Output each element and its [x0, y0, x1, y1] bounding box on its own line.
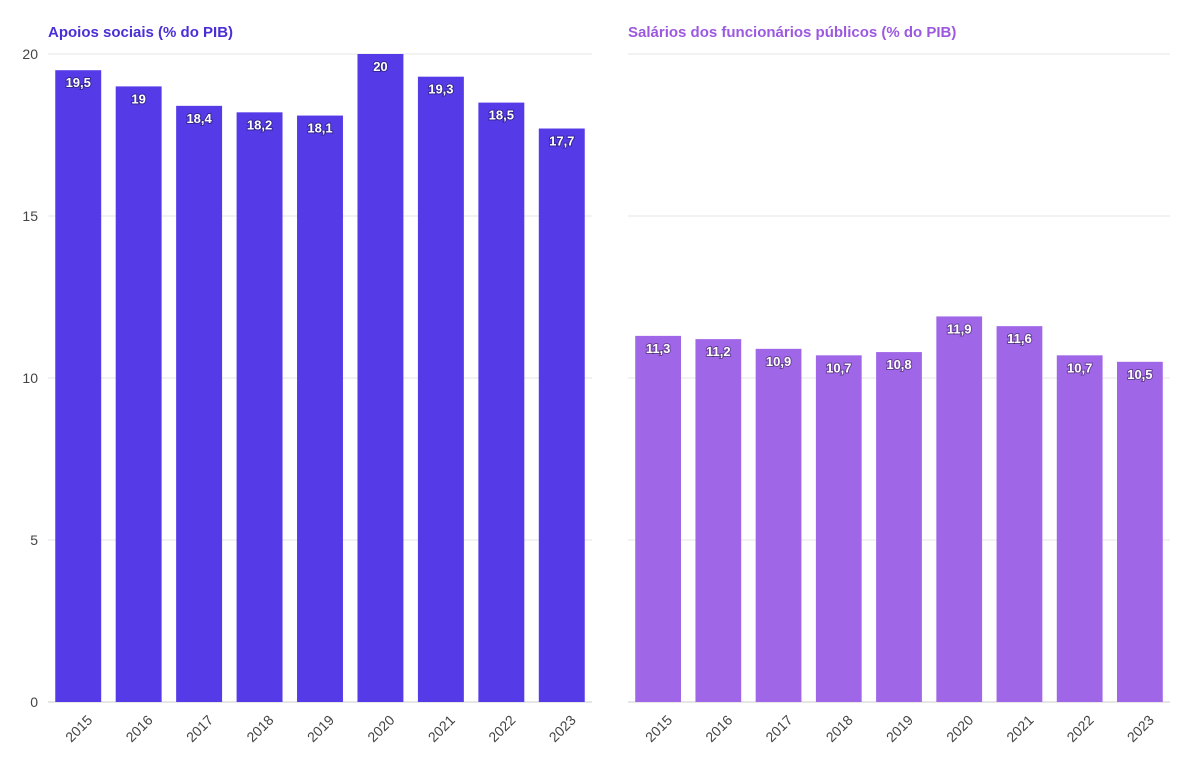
x-tick-label: 2023	[546, 712, 579, 745]
data-label: 11,3	[646, 341, 671, 356]
bar-2023[interactable]	[538, 128, 585, 702]
x-tick-label: 2016	[122, 712, 155, 745]
data-label: 19,3	[428, 82, 453, 97]
y-tick-label: 10	[22, 370, 38, 386]
x-tick-label: 2015	[642, 712, 675, 745]
x-tick-label: 2018	[823, 712, 856, 745]
data-label: 10,9	[766, 354, 791, 369]
data-label: 19,5	[66, 75, 91, 90]
y-tick-label: 20	[22, 46, 38, 62]
x-tick-label: 2017	[762, 712, 795, 745]
y-tick-label: 15	[22, 208, 38, 224]
data-label: 11,2	[706, 344, 731, 359]
x-tick-label: 2022	[1063, 712, 1096, 745]
bar-2020[interactable]	[936, 316, 983, 702]
bar-2019[interactable]	[297, 115, 343, 702]
x-tick-label: 2022	[485, 712, 518, 745]
chart-panel-1: Apoios sociais (% do PIB)0510152019,5201…	[22, 24, 592, 745]
data-label: 18,2	[247, 117, 272, 132]
x-tick-label: 2021	[1003, 712, 1036, 745]
data-label: 10,7	[826, 360, 851, 375]
y-tick-label: 5	[30, 532, 38, 548]
data-label: 17,7	[549, 134, 574, 149]
data-label: 11,9	[947, 321, 972, 336]
x-tick-label: 2016	[702, 712, 735, 745]
bar-2016[interactable]	[115, 86, 162, 702]
bar-2018[interactable]	[236, 112, 283, 702]
data-label: 10,5	[1127, 367, 1152, 382]
x-tick-label: 2023	[1124, 712, 1157, 745]
bar-2023[interactable]	[1117, 361, 1163, 702]
data-label: 18,4	[186, 111, 212, 126]
x-tick-label: 2019	[883, 712, 916, 745]
chart-panel-2: Salários dos funcionários públicos (% do…	[628, 24, 1170, 745]
bar-2015[interactable]	[635, 335, 681, 702]
data-label: 18,5	[489, 108, 514, 123]
bar-2019[interactable]	[876, 352, 922, 702]
x-tick-label: 2019	[304, 712, 337, 745]
y-tick-label: 0	[30, 694, 38, 710]
x-tick-label: 2017	[183, 712, 216, 745]
data-label: 18,1	[307, 121, 332, 136]
bar-2020[interactable]	[357, 54, 404, 702]
bar-2022[interactable]	[1056, 355, 1103, 702]
bar-2016[interactable]	[695, 339, 742, 702]
data-label: 11,6	[1007, 331, 1032, 346]
chart-title: Apoios sociais (% do PIB)	[48, 24, 233, 41]
x-tick-label: 2018	[243, 712, 276, 745]
data-label: 19	[131, 91, 145, 106]
bar-2021[interactable]	[417, 76, 464, 703]
bar-2022[interactable]	[478, 102, 525, 703]
bar-2017[interactable]	[176, 105, 223, 703]
x-tick-label: 2020	[943, 712, 976, 745]
x-tick-label: 2020	[364, 712, 397, 745]
bar-2015[interactable]	[55, 70, 102, 702]
bar-2021[interactable]	[996, 326, 1043, 702]
bar-2018[interactable]	[815, 355, 862, 702]
chart-title: Salários dos funcionários públicos (% do…	[628, 24, 956, 41]
data-label: 10,8	[886, 357, 911, 372]
x-tick-label: 2015	[62, 712, 95, 745]
bar-2017[interactable]	[755, 348, 802, 702]
data-label: 20	[373, 59, 387, 74]
data-label: 10,7	[1067, 360, 1092, 375]
x-tick-label: 2021	[425, 712, 458, 745]
